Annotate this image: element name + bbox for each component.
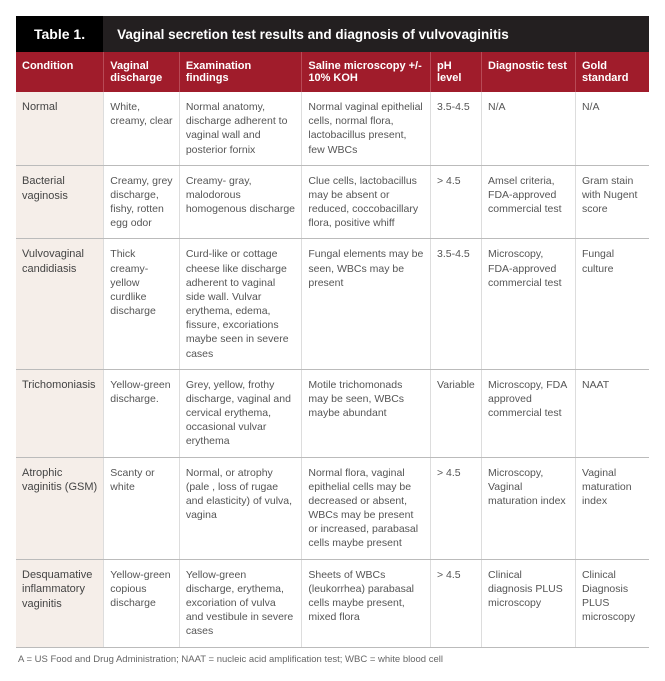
table-row: Desquamative inflammatory vaginitisYello… (16, 559, 649, 647)
column-header: Vaginal discharge (104, 52, 180, 92)
table-cell: Microscopy, Vaginal maturation index (482, 457, 576, 559)
data-table: ConditionVaginal dischargeExamination fi… (16, 52, 649, 648)
table-cell: N/A (482, 92, 576, 165)
table-title-bar: Table 1. Vaginal secretion test results … (16, 16, 649, 52)
table-cell: Thick creamy-yellow curdlike discharge (104, 239, 180, 369)
table-cell: Clinical diagnosis PLUS microscopy (482, 559, 576, 647)
table-cell: Clue cells, lactobacillus may be absent … (302, 165, 431, 239)
table-cell: Clinical Diagnosis PLUS microscopy (575, 559, 649, 647)
table-cell: > 4.5 (431, 559, 482, 647)
column-header: Examination findings (179, 52, 302, 92)
column-header: Condition (16, 52, 104, 92)
table-cell: Fungal culture (575, 239, 649, 369)
table-cell: Atrophic vaginitis (GSM) (16, 457, 104, 559)
table-cell: White, creamy, clear (104, 92, 180, 165)
table-cell: 3.5-4.5 (431, 239, 482, 369)
table-cell: Scanty or white (104, 457, 180, 559)
table-cell: Yellow-green copious discharge (104, 559, 180, 647)
table-title: Vaginal secretion test results and diagn… (103, 17, 523, 52)
table-row: Vulvovaginal candidiasisThick creamy-yel… (16, 239, 649, 369)
table-cell: Fungal elements may be seen, WBCs may be… (302, 239, 431, 369)
table-cell: Normal flora, vaginal epithelial cells m… (302, 457, 431, 559)
table-body: NormalWhite, creamy, clearNormal anatomy… (16, 92, 649, 647)
table-cell: Vulvovaginal candidiasis (16, 239, 104, 369)
table-cell: Vaginal maturation index (575, 457, 649, 559)
table-cell: Yellow-green discharge. (104, 369, 180, 457)
table-cell: 3.5-4.5 (431, 92, 482, 165)
table-cell: Desquamative inflammatory vaginitis (16, 559, 104, 647)
table-cell: Motile trichomonads may be seen, WBCs ma… (302, 369, 431, 457)
table-cell: Amsel criteria, FDA-approved commercial … (482, 165, 576, 239)
table-cell: Curd-like or cottage cheese like dischar… (179, 239, 302, 369)
table-cell: N/A (575, 92, 649, 165)
table-container: Table 1. Vaginal secretion test results … (16, 16, 649, 665)
table-header-row: ConditionVaginal dischargeExamination fi… (16, 52, 649, 92)
table-cell: Normal, or atrophy (pale , loss of rugae… (179, 457, 302, 559)
table-cell: Microscopy, FDA approved commercial test (482, 369, 576, 457)
table-label: Table 1. (16, 16, 103, 52)
table-cell: Grey, yellow, frothy discharge, vaginal … (179, 369, 302, 457)
table-cell: > 4.5 (431, 457, 482, 559)
table-cell: Microscopy, FDA-approved commercial test (482, 239, 576, 369)
table-cell: Gram stain with Nugent score (575, 165, 649, 239)
table-cell: NAAT (575, 369, 649, 457)
table-row: NormalWhite, creamy, clearNormal anatomy… (16, 92, 649, 165)
column-header: Saline microscopy +/- 10% KOH (302, 52, 431, 92)
table-row: Bacterial vaginosisCreamy, grey discharg… (16, 165, 649, 239)
column-header: Diagnostic test (482, 52, 576, 92)
table-cell: Normal vaginal epithelial cells, normal … (302, 92, 431, 165)
table-cell: Sheets of WBCs (leukorrhea) parabasal ce… (302, 559, 431, 647)
table-cell: > 4.5 (431, 165, 482, 239)
table-row: TrichomoniasisYellow-green discharge.Gre… (16, 369, 649, 457)
table-cell: Yellow-green discharge, erythema, excori… (179, 559, 302, 647)
column-header: pH level (431, 52, 482, 92)
table-footnote: A = US Food and Drug Administration; NAA… (16, 648, 649, 665)
table-cell: Variable (431, 369, 482, 457)
column-header: Gold standard (575, 52, 649, 92)
table-cell: Normal anatomy, discharge adherent to va… (179, 92, 302, 165)
table-row: Atrophic vaginitis (GSM)Scanty or whiteN… (16, 457, 649, 559)
table-cell: Normal (16, 92, 104, 165)
table-cell: Trichomoniasis (16, 369, 104, 457)
table-cell: Creamy, grey discharge, fishy, rotten eg… (104, 165, 180, 239)
table-cell: Creamy- gray, malodorous homogenous disc… (179, 165, 302, 239)
table-cell: Bacterial vaginosis (16, 165, 104, 239)
